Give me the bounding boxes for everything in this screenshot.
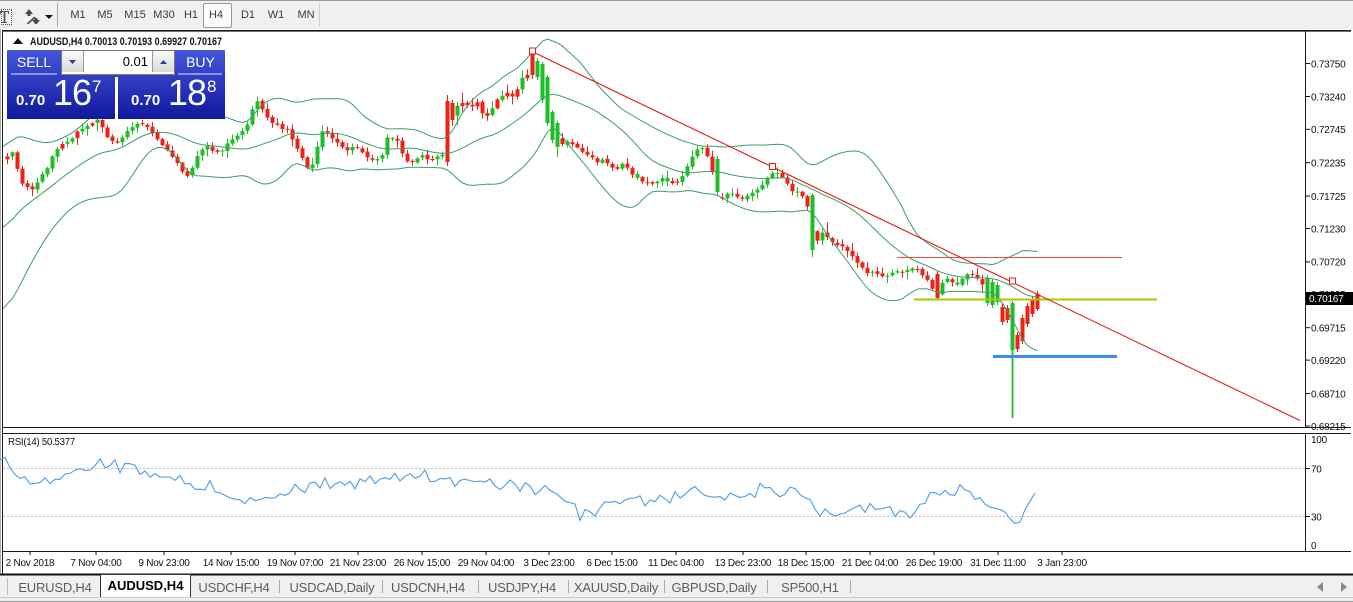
svg-text:31 Dec 11:00: 31 Dec 11:00 bbox=[970, 558, 1026, 569]
svg-text:0.69715: 0.69715 bbox=[1311, 324, 1346, 335]
svg-text:26 Nov 15:00: 26 Nov 15:00 bbox=[394, 558, 451, 569]
svg-text:2 Nov 2018: 2 Nov 2018 bbox=[6, 558, 55, 569]
svg-text:100: 100 bbox=[1311, 435, 1328, 446]
svg-text:0.72745: 0.72745 bbox=[1311, 125, 1346, 136]
svg-text:0.71725: 0.71725 bbox=[1311, 192, 1346, 203]
svg-text:6 Dec 15:00: 6 Dec 15:00 bbox=[586, 558, 638, 569]
svg-text:9 Nov 23:00: 9 Nov 23:00 bbox=[138, 558, 190, 569]
svg-text:14 Nov 15:00: 14 Nov 15:00 bbox=[203, 558, 260, 569]
svg-text:3 Jan 23:00: 3 Jan 23:00 bbox=[1037, 558, 1087, 569]
svg-text:RSI(14) 50.5377: RSI(14) 50.5377 bbox=[8, 437, 76, 448]
svg-text:26 Dec 19:00: 26 Dec 19:00 bbox=[906, 558, 963, 569]
svg-text:0.70167: 0.70167 bbox=[1309, 294, 1344, 305]
svg-text:19 Nov 07:00: 19 Nov 07:00 bbox=[267, 558, 324, 569]
svg-text:30: 30 bbox=[1311, 512, 1322, 523]
svg-text:0.72235: 0.72235 bbox=[1311, 159, 1346, 170]
svg-text:AUDUSD,H4 0.70013 0.70193 0.6: AUDUSD,H4 0.70013 0.70193 0.69927 0.7016… bbox=[30, 36, 222, 48]
svg-text:0.71230: 0.71230 bbox=[1311, 224, 1346, 235]
svg-text:0.69220: 0.69220 bbox=[1311, 356, 1346, 367]
svg-text:3 Dec 23:00: 3 Dec 23:00 bbox=[523, 558, 575, 569]
svg-text:21 Dec 04:00: 21 Dec 04:00 bbox=[842, 558, 899, 569]
svg-text:0.70720: 0.70720 bbox=[1311, 258, 1346, 269]
svg-text:18 Dec 15:00: 18 Dec 15:00 bbox=[778, 558, 835, 569]
svg-text:0.68710: 0.68710 bbox=[1311, 389, 1346, 400]
svg-text:7 Nov 04:00: 7 Nov 04:00 bbox=[70, 558, 122, 569]
svg-text:13 Dec 23:00: 13 Dec 23:00 bbox=[715, 558, 772, 569]
svg-text:0.73750: 0.73750 bbox=[1311, 59, 1346, 70]
svg-text:0: 0 bbox=[1311, 541, 1317, 552]
svg-text:0.73240: 0.73240 bbox=[1311, 92, 1346, 103]
svg-text:0.68215: 0.68215 bbox=[1311, 422, 1346, 433]
svg-text:70: 70 bbox=[1311, 464, 1322, 475]
svg-text:11 Dec 04:00: 11 Dec 04:00 bbox=[648, 558, 704, 569]
svg-text:21 Nov 23:00: 21 Nov 23:00 bbox=[330, 558, 387, 569]
svg-text:29 Nov 04:00: 29 Nov 04:00 bbox=[458, 558, 515, 569]
